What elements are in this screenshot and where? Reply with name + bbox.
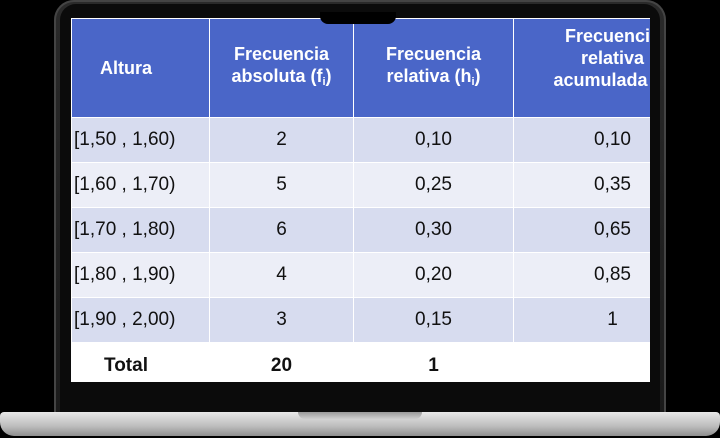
camera-notch [320, 12, 396, 24]
interval-cell: [1,50 , 1,60) [71, 117, 210, 163]
table-row: [1,90 , 2,00) 3 0,15 1 [71, 297, 650, 343]
interval-cell: [1,70 , 1,80) [71, 207, 210, 253]
cumulative-frequency-cell: 0,65 [513, 207, 650, 253]
header-acumulada-line1: Frecuencia [564, 26, 650, 46]
header-frecuencia-relativa-acumulada: Frecuencia relativa acumulada (H [513, 18, 650, 118]
relative-frequency-cell: 0,30 [353, 207, 514, 253]
header-acumulada-line2: relativa [580, 48, 645, 68]
cumulative-frequency-cell: 1 [513, 297, 650, 343]
header-relativa-close: ) [474, 66, 481, 86]
total-label: Total [71, 342, 210, 382]
table-header-row: Altura Frecuencia absoluta (fi) Frecuenc… [71, 18, 650, 118]
table-row: [1,50 , 1,60) 2 0,10 0,10 [71, 117, 650, 163]
absolute-frequency-cell: 5 [209, 162, 354, 208]
absolute-frequency-cell: 6 [209, 207, 354, 253]
total-cumulative-frequency [513, 342, 650, 382]
header-absoluta-line2: absoluta (f [231, 66, 323, 86]
header-frecuencia-relativa: Frecuencia relativa (hi) [353, 18, 514, 118]
laptop-screen: Altura Frecuencia absoluta (fi) Frecuenc… [71, 18, 650, 382]
frequency-table: Altura Frecuencia absoluta (fi) Frecuenc… [71, 18, 650, 382]
relative-frequency-cell: 0,15 [353, 297, 514, 343]
absolute-frequency-cell: 3 [209, 297, 354, 343]
interval-cell: [1,80 , 1,90) [71, 252, 210, 298]
total-absolute-frequency: 20 [209, 342, 354, 382]
table-row: [1,70 , 1,80) 6 0,30 0,65 [71, 207, 650, 253]
table-total-row: Total 20 1 [71, 342, 650, 382]
header-absoluta-close: ) [325, 66, 332, 86]
header-altura-label: Altura [100, 58, 153, 78]
header-relativa-line1: Frecuencia [385, 44, 482, 64]
interval-cell: [1,90 , 2,00) [71, 297, 210, 343]
cumulative-frequency-cell: 0,35 [513, 162, 650, 208]
table-row: [1,60 , 1,70) 5 0,25 0,35 [71, 162, 650, 208]
header-acumulada-line3: acumulada (H [553, 70, 650, 90]
interval-cell: [1,60 , 1,70) [71, 162, 210, 208]
total-relative-frequency: 1 [353, 342, 514, 382]
absolute-frequency-cell: 4 [209, 252, 354, 298]
header-absoluta-subscript: i [322, 76, 326, 88]
absolute-frequency-cell: 2 [209, 117, 354, 163]
relative-frequency-cell: 0,20 [353, 252, 514, 298]
cumulative-frequency-cell: 0,85 [513, 252, 650, 298]
header-relativa-line2: relativa (h [386, 66, 472, 86]
table-row: [1,80 , 1,90) 4 0,20 0,85 [71, 252, 650, 298]
laptop-opening-groove [298, 412, 422, 419]
relative-frequency-cell: 0,25 [353, 162, 514, 208]
header-frecuencia-absoluta: Frecuencia absoluta (fi) [209, 18, 354, 118]
relative-frequency-cell: 0,10 [353, 117, 514, 163]
cumulative-frequency-cell: 0,10 [513, 117, 650, 163]
header-altura: Altura [71, 18, 210, 118]
header-relativa-subscript: i [471, 76, 475, 88]
header-absoluta-line1: Frecuencia [233, 44, 330, 64]
